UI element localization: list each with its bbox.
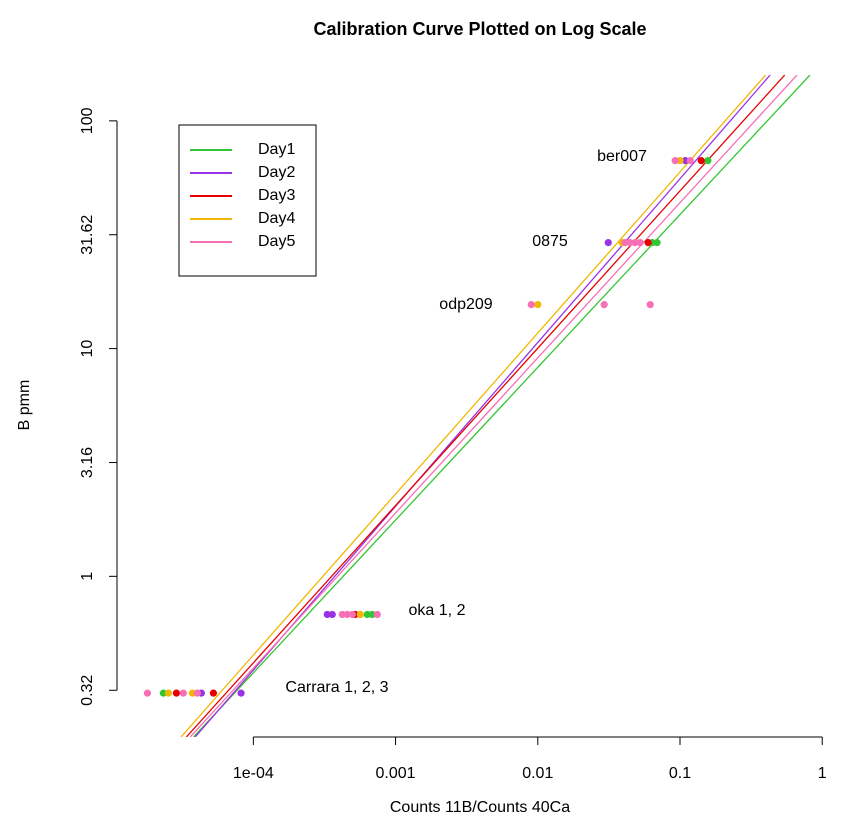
x-tick-label: 1e-04 bbox=[233, 765, 274, 782]
point bbox=[237, 689, 245, 697]
point bbox=[193, 689, 201, 697]
y-tick-label: 10 bbox=[79, 340, 96, 358]
point bbox=[527, 301, 535, 309]
point bbox=[159, 689, 167, 697]
point bbox=[704, 157, 712, 165]
fit-line bbox=[185, 75, 786, 737]
point bbox=[209, 689, 218, 697]
fit-line bbox=[193, 75, 811, 737]
point bbox=[631, 239, 639, 247]
x-tick-label: 0.001 bbox=[376, 765, 416, 782]
point bbox=[653, 239, 661, 247]
point bbox=[164, 689, 173, 697]
point bbox=[671, 157, 679, 165]
point bbox=[644, 239, 652, 247]
point bbox=[686, 157, 694, 165]
point bbox=[143, 689, 152, 697]
point bbox=[323, 610, 331, 619]
x-axis-title: Counts 11B/Counts 40Ca bbox=[390, 799, 570, 816]
point bbox=[363, 610, 371, 619]
point bbox=[373, 610, 381, 619]
point bbox=[621, 239, 629, 247]
fit-line bbox=[180, 75, 767, 737]
point bbox=[188, 689, 197, 697]
x-tick-label: 0.01 bbox=[522, 765, 553, 782]
point bbox=[600, 301, 608, 309]
chart-title: Calibration Curve Plotted on Log Scale bbox=[313, 19, 646, 39]
point bbox=[172, 689, 181, 697]
point bbox=[343, 610, 351, 619]
point bbox=[179, 689, 187, 697]
point bbox=[604, 239, 612, 247]
y-tick-label: 0.32 bbox=[79, 675, 96, 706]
y-axis-title: B pmm bbox=[16, 380, 33, 431]
y-tick-label: 1 bbox=[79, 572, 96, 581]
fit-line bbox=[189, 75, 798, 737]
point bbox=[348, 610, 356, 619]
x-tick-label: 1 bbox=[818, 765, 827, 782]
legend-label: Day2 bbox=[258, 164, 295, 181]
point bbox=[636, 239, 644, 247]
fit-lines bbox=[180, 75, 811, 737]
point bbox=[626, 239, 634, 247]
annotation: Carrara 1, 2, 3 bbox=[285, 679, 388, 696]
annotation: oka 1, 2 bbox=[409, 602, 466, 619]
x-tick-label: 0.1 bbox=[669, 765, 691, 782]
point bbox=[534, 301, 542, 309]
annotation: odp209 bbox=[439, 296, 492, 313]
y-tick-label: 31.62 bbox=[79, 215, 96, 255]
point bbox=[697, 157, 705, 165]
point bbox=[646, 301, 654, 309]
legend-label: Day3 bbox=[258, 187, 295, 204]
point bbox=[368, 610, 376, 619]
legend-label: Day5 bbox=[258, 233, 295, 250]
y-tick-label: 100 bbox=[79, 107, 96, 134]
legend-box bbox=[178, 124, 317, 277]
point bbox=[338, 610, 346, 619]
annotation: ber007 bbox=[597, 148, 647, 165]
y-tick-label: 3.16 bbox=[79, 447, 96, 478]
point bbox=[356, 610, 364, 619]
legend-label: Day1 bbox=[258, 141, 295, 158]
annotation: 0875 bbox=[532, 233, 568, 250]
legend-label: Day4 bbox=[258, 210, 295, 227]
point bbox=[328, 610, 336, 619]
